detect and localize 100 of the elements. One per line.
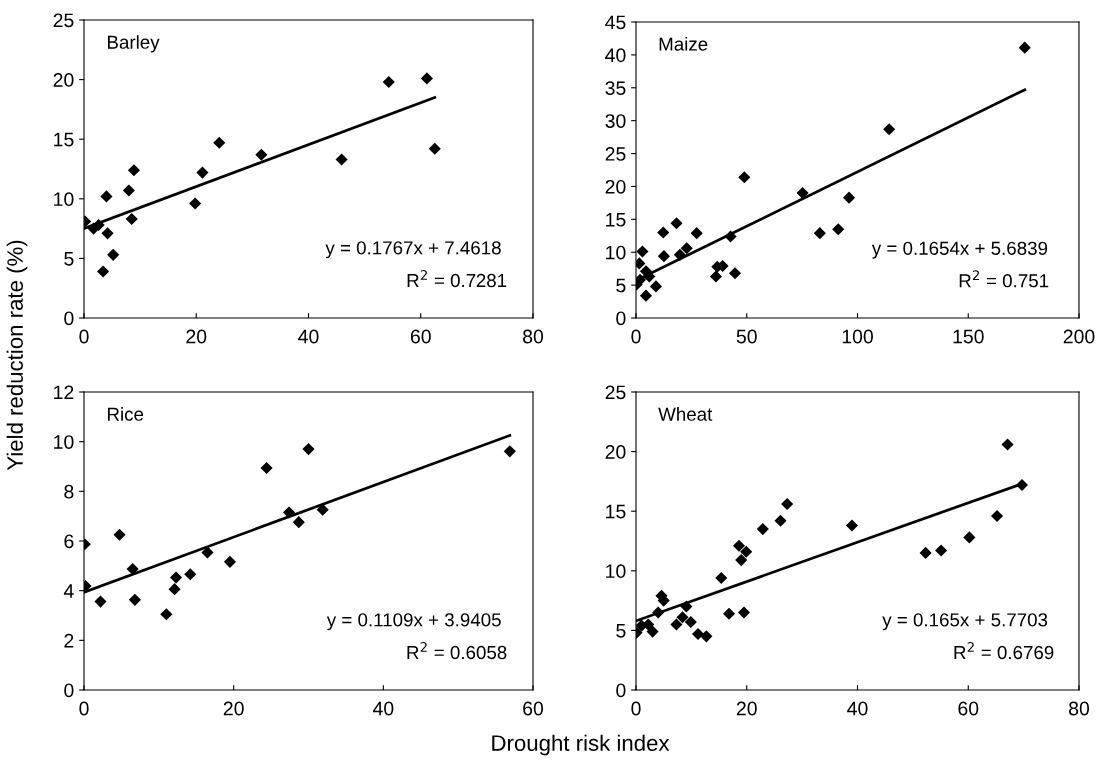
point <box>428 142 441 155</box>
annotation: y = 0.1109x + 3.9405 <box>326 613 501 631</box>
point <box>700 630 713 643</box>
point <box>832 223 845 236</box>
point <box>107 248 120 261</box>
point <box>127 164 141 177</box>
point <box>796 186 809 200</box>
point <box>92 218 105 232</box>
x-tick-label: 80 <box>1069 701 1090 716</box>
x-tick-label: 80 <box>523 329 544 344</box>
y-tick-label: 0 <box>616 311 626 326</box>
point <box>722 607 736 620</box>
point <box>189 197 202 210</box>
point <box>292 516 305 529</box>
x-tick-label: 20 <box>186 329 207 344</box>
point <box>845 519 859 532</box>
y-tick-label: 35 <box>605 81 626 96</box>
x-tick-label: 60 <box>523 701 544 716</box>
point <box>919 546 932 559</box>
point <box>223 555 236 568</box>
y-tick-label: 30 <box>605 114 626 128</box>
annotation: y = 0.165x + 5.7703 <box>882 613 1048 631</box>
x-tick-label: 20 <box>223 701 244 716</box>
x-tick-label: 40 <box>372 701 394 716</box>
point <box>125 213 138 226</box>
point <box>128 593 141 606</box>
y-tick-label: 25 <box>53 13 74 28</box>
x-tick-label: 60 <box>958 701 979 716</box>
x-tick-label: 40 <box>298 329 319 344</box>
x-tick-label: 100 <box>842 329 873 344</box>
y-tick-label: 12 <box>54 385 74 400</box>
annotation: R$^{2}$ = 0.6769 <box>954 642 1054 660</box>
y-tick-label: 0 <box>64 311 74 326</box>
point <box>963 531 976 544</box>
y-tick-label: 25 <box>605 147 626 161</box>
point <box>302 443 315 456</box>
point <box>935 544 948 557</box>
y-tick-label: 25 <box>605 385 626 400</box>
y-tick-label: 40 <box>605 48 626 63</box>
point <box>382 75 395 89</box>
point <box>1018 41 1031 54</box>
point <box>737 606 751 619</box>
point <box>282 506 296 519</box>
annotation: y = 0.1767x + 7.4618 <box>325 241 501 259</box>
y-tick-label: 10 <box>54 435 74 449</box>
point <box>735 554 748 567</box>
point <box>646 625 659 638</box>
point <box>657 250 670 263</box>
point <box>732 539 746 552</box>
point <box>201 546 214 559</box>
annotation: Rice <box>107 407 144 421</box>
y-tick-label: 10 <box>606 245 626 260</box>
point <box>113 528 126 541</box>
point <box>691 627 705 641</box>
point <box>680 600 693 613</box>
point <box>122 184 135 197</box>
point <box>213 136 226 149</box>
x-tick-label: 20 <box>736 701 757 716</box>
point <box>684 616 697 629</box>
point <box>673 248 686 261</box>
point <box>1015 478 1029 492</box>
annotation: y = 0.1654x + 5.6839 <box>871 241 1048 259</box>
y-tick-label: 5 <box>616 624 626 638</box>
y-tick-label: 5 <box>64 252 74 266</box>
point <box>649 280 662 293</box>
y-tick-label: 2 <box>64 633 74 648</box>
point <box>652 606 665 619</box>
y-tick-label: 20 <box>53 73 74 87</box>
y-tick-label: 10 <box>606 564 626 579</box>
x-tick-label: 40 <box>847 701 868 716</box>
point <box>100 190 113 203</box>
point <box>168 583 181 596</box>
point <box>676 611 689 624</box>
point <box>255 148 268 161</box>
x-axis-title: Drought risk index <box>492 734 670 756</box>
y-tick-label: 4 <box>63 584 74 598</box>
y-tick-label: 15 <box>54 132 74 147</box>
y-axis-title: Yield reduction rate (%) <box>6 240 28 471</box>
point <box>670 618 683 631</box>
point <box>690 227 703 240</box>
point <box>196 166 209 179</box>
point <box>781 497 794 511</box>
point <box>756 523 769 536</box>
point <box>680 242 693 255</box>
annotation: Wheat <box>658 407 713 421</box>
point <box>724 230 737 243</box>
point <box>1001 438 1014 451</box>
point <box>94 595 107 608</box>
y-tick-label: 45 <box>605 15 626 30</box>
x-tick-label: 0 <box>79 701 89 716</box>
y-tick-label: 20 <box>605 445 626 459</box>
y-tick-label: 15 <box>606 213 626 227</box>
point <box>740 545 753 558</box>
point <box>715 571 728 585</box>
y-tick-label: 10 <box>54 192 74 207</box>
point <box>774 514 787 527</box>
y-tick-label: 0 <box>64 683 74 698</box>
point <box>657 226 670 239</box>
annotation: R$^{2}$ = 0.7281 <box>407 270 507 288</box>
point <box>160 608 173 621</box>
